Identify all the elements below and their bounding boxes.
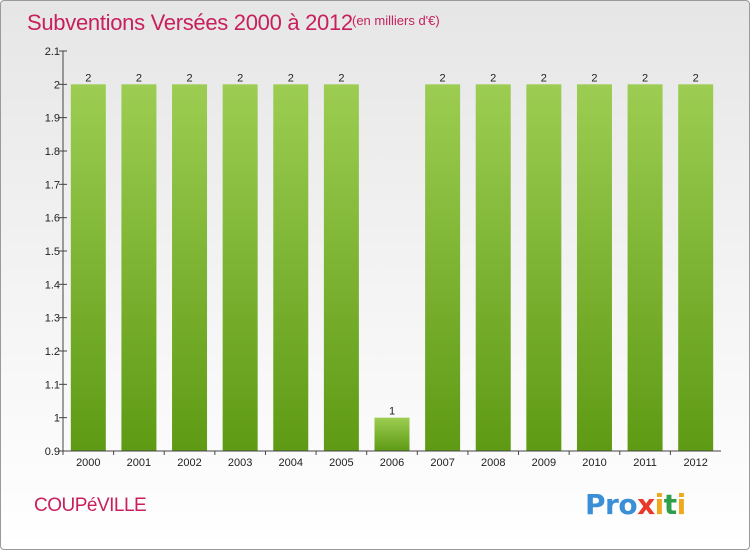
data-label-2007: 2: [440, 72, 446, 84]
axes-group: 2000 2001 2002 2003 2004 2005 2006 2007 2008 2009…: [45, 46, 721, 469]
bar-2001: [121, 84, 157, 451]
data-label-2008: 2: [490, 72, 496, 84]
data-label-2001: 2: [136, 72, 142, 84]
data-label-2009: 2: [541, 72, 547, 84]
x-tick-label-2009: 2009: [532, 457, 556, 469]
data-label-2000: 2: [85, 72, 91, 84]
bar-2005: [323, 84, 359, 451]
bar-2010: [576, 84, 612, 451]
x-tick-label-2010: 2010: [582, 457, 606, 469]
bar-2011: [627, 84, 663, 451]
chart-subtitle: (en milliers d'€): [352, 13, 440, 28]
data-label-2011: 2: [642, 72, 648, 84]
bar-2009: [526, 84, 562, 451]
data-label-2004: 2: [288, 72, 294, 84]
y-tick-label: 1.4: [45, 279, 60, 291]
y-tick-label: 1: [54, 413, 60, 425]
x-tick-label-2012: 2012: [683, 457, 707, 469]
y-tick-label: 1.8: [45, 146, 60, 158]
proxiti-logo[interactable]: Proxiti: [585, 488, 686, 521]
bars-group: 2 2 2 2 2 2 1 2 2 2 2 2 2: [70, 72, 714, 451]
x-tick-label-2005: 2005: [329, 457, 353, 469]
data-label-2006: 1: [389, 406, 395, 418]
bar-2007: [425, 84, 461, 451]
y-tick-label: 1.6: [45, 213, 60, 225]
bar-2003: [222, 84, 258, 451]
bar-2004: [273, 84, 309, 451]
y-tick-label: 1.2: [45, 346, 60, 358]
data-label-2005: 2: [338, 72, 344, 84]
y-tick-label: 2: [54, 79, 60, 91]
x-tick-label-2008: 2008: [481, 457, 505, 469]
data-label-2010: 2: [591, 72, 597, 84]
x-tick-label-2004: 2004: [279, 457, 303, 469]
x-tick-label-2002: 2002: [177, 457, 201, 469]
y-tick-label: 1.7: [45, 179, 60, 191]
bar-2000: [70, 84, 106, 451]
bar-2006: [374, 417, 410, 451]
y-tick-label: 1.9: [45, 113, 60, 125]
bar-2008: [475, 84, 511, 451]
x-tick-label-2001: 2001: [127, 457, 151, 469]
y-tick-label: 2.1: [45, 46, 60, 58]
x-tick-label-2000: 2000: [76, 457, 100, 469]
y-tick-label: 0.9: [45, 446, 60, 458]
x-tick-label-2003: 2003: [228, 457, 252, 469]
y-tick-label: 1.5: [45, 246, 60, 258]
chart-title: Subventions Versées 2000 à 2012: [27, 10, 353, 35]
bar-2002: [172, 84, 208, 451]
x-tick-label-2006: 2006: [380, 457, 404, 469]
bar-2012: [678, 84, 714, 451]
y-tick-label: 1.3: [45, 313, 60, 325]
x-tick-label-2011: 2011: [633, 457, 657, 469]
data-label-2003: 2: [237, 72, 243, 84]
commune-name: COUPéVILLE: [34, 495, 147, 516]
x-tick-label-2007: 2007: [430, 457, 454, 469]
y-tick-label: 1.1: [45, 379, 60, 391]
data-label-2012: 2: [693, 72, 699, 84]
data-label-2002: 2: [186, 72, 192, 84]
